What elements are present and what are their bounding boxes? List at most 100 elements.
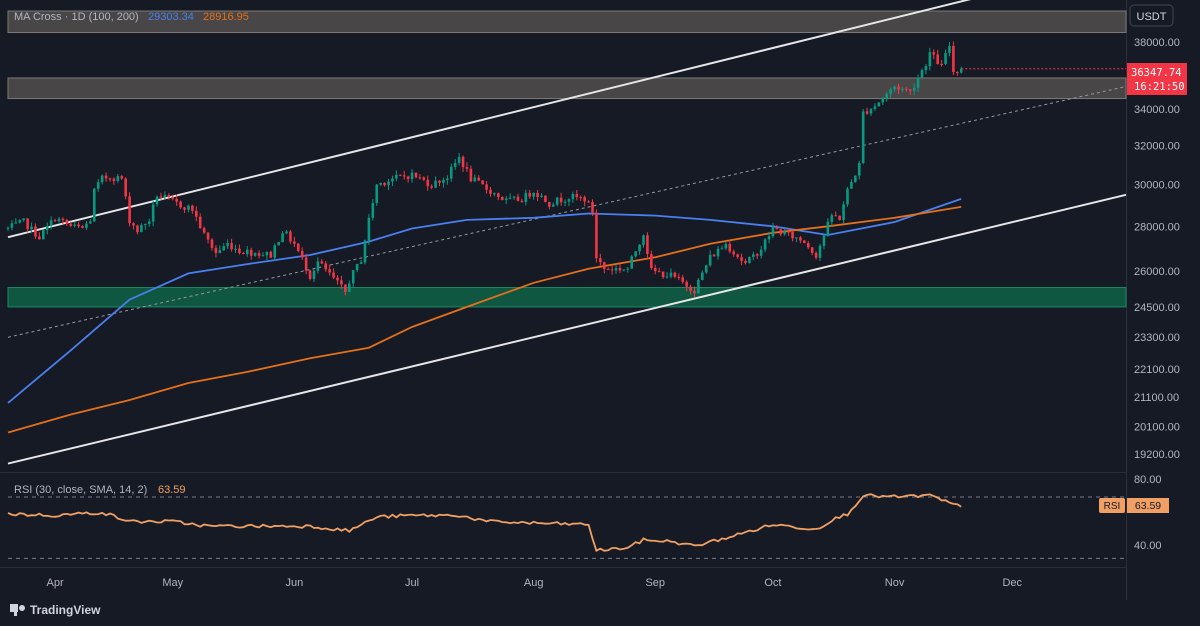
candle: [642, 234, 645, 248]
candle: [93, 187, 96, 222]
candle: [234, 244, 237, 253]
candle: [920, 68, 924, 78]
candle: [956, 71, 959, 76]
candle: [724, 241, 728, 251]
candle: [45, 222, 49, 235]
channel-line-upper[interactable]: [7, 0, 1012, 239]
rsi-lower-tick: 40.00: [1134, 540, 1162, 552]
candle: [351, 270, 355, 288]
price-axis[interactable]: 38000.00 34000.00 32000.00 30000.00 28000.00…: [1134, 37, 1180, 461]
support-zone-2[interactable]: [7, 287, 1127, 308]
channel-layer: [7, 0, 1127, 465]
candle: [540, 193, 543, 198]
candle: [49, 216, 53, 230]
candle: [657, 267, 661, 273]
candle: [175, 194, 178, 206]
candle: [387, 179, 390, 190]
candle: [194, 206, 198, 222]
candle: [210, 238, 214, 251]
candle: [469, 165, 473, 183]
candle: [222, 243, 226, 251]
candle: [249, 247, 253, 260]
candle: [857, 160, 861, 180]
candle: [489, 186, 492, 197]
candle: [677, 273, 681, 281]
candle: [104, 172, 108, 182]
candle: [402, 170, 406, 180]
time-tick-label: Jul: [405, 577, 419, 589]
candle: [34, 223, 37, 239]
candle: [26, 218, 29, 233]
candle: [128, 192, 131, 227]
candle: [379, 182, 382, 186]
candle: [606, 267, 610, 271]
candle: [430, 184, 433, 190]
candle: [759, 245, 763, 259]
rsi-layer: [7, 493, 1126, 559]
candle: [646, 232, 649, 259]
candle: [591, 199, 594, 217]
candle: [426, 175, 430, 191]
candle: [422, 176, 426, 182]
candle: [532, 192, 535, 200]
candle: [147, 218, 151, 227]
candle: [905, 86, 908, 93]
candle: [112, 177, 116, 185]
candle: [293, 236, 296, 248]
candle: [226, 239, 229, 250]
candle: [18, 219, 22, 224]
rsi-line[interactable]: [7, 493, 962, 552]
channel-line-mid-dotted[interactable]: [7, 85, 1127, 338]
candle: [665, 271, 669, 279]
candle: [269, 250, 273, 259]
channel-line-lower[interactable]: [7, 193, 1127, 465]
ma-200-line[interactable]: [7, 206, 962, 434]
price-tick-label: 19200.00: [1134, 449, 1180, 461]
candle: [728, 240, 732, 254]
candle: [548, 201, 551, 210]
rsi-badge-label: RSI: [1104, 501, 1121, 512]
candle: [948, 42, 951, 57]
time-tick-label: Nov: [885, 577, 905, 589]
last-price-value: 36347.74: [1131, 67, 1182, 79]
resistance-zone-1[interactable]: [7, 77, 1127, 100]
candle: [171, 194, 175, 201]
candle: [10, 220, 14, 231]
time-tick-label: Sep: [645, 577, 665, 589]
candle: [273, 243, 277, 261]
candle: [622, 269, 626, 272]
time-tick-label: Aug: [524, 577, 544, 589]
candle: [22, 218, 25, 222]
candle: [438, 180, 441, 187]
candle: [720, 245, 724, 250]
candle: [551, 202, 555, 207]
candle: [763, 238, 767, 253]
indicator-label[interactable]: MA Cross · 1D (100, 200): [14, 11, 139, 23]
rsi-label[interactable]: RSI (30, close, SMA, 14, 2): [14, 484, 147, 496]
candle: [940, 60, 943, 67]
candle: [959, 66, 963, 74]
candle: [897, 83, 900, 94]
currency-button[interactable]: [1129, 4, 1174, 27]
tradingview-logo-icon: [10, 604, 25, 616]
ma-100-line[interactable]: [7, 198, 962, 404]
candle: [500, 196, 504, 201]
rsi-value-badge: [1127, 498, 1169, 513]
bar-countdown: 16:21:50: [1134, 81, 1185, 93]
resistance-zone-0[interactable]: [7, 10, 1127, 34]
candle: [885, 91, 889, 102]
candle: [214, 245, 218, 258]
candle: [132, 222, 135, 230]
candle: [238, 244, 241, 255]
candle: [928, 47, 932, 71]
brand-label[interactable]: TradingView: [30, 603, 101, 617]
candle: [206, 232, 210, 244]
candle: [952, 41, 955, 76]
candle: [838, 215, 841, 221]
candle: [42, 229, 45, 240]
time-axis[interactable]: Apr May Jun Jul Aug Sep Oct Nov Dec: [47, 577, 1023, 589]
candle: [810, 246, 814, 256]
candle: [587, 200, 590, 203]
